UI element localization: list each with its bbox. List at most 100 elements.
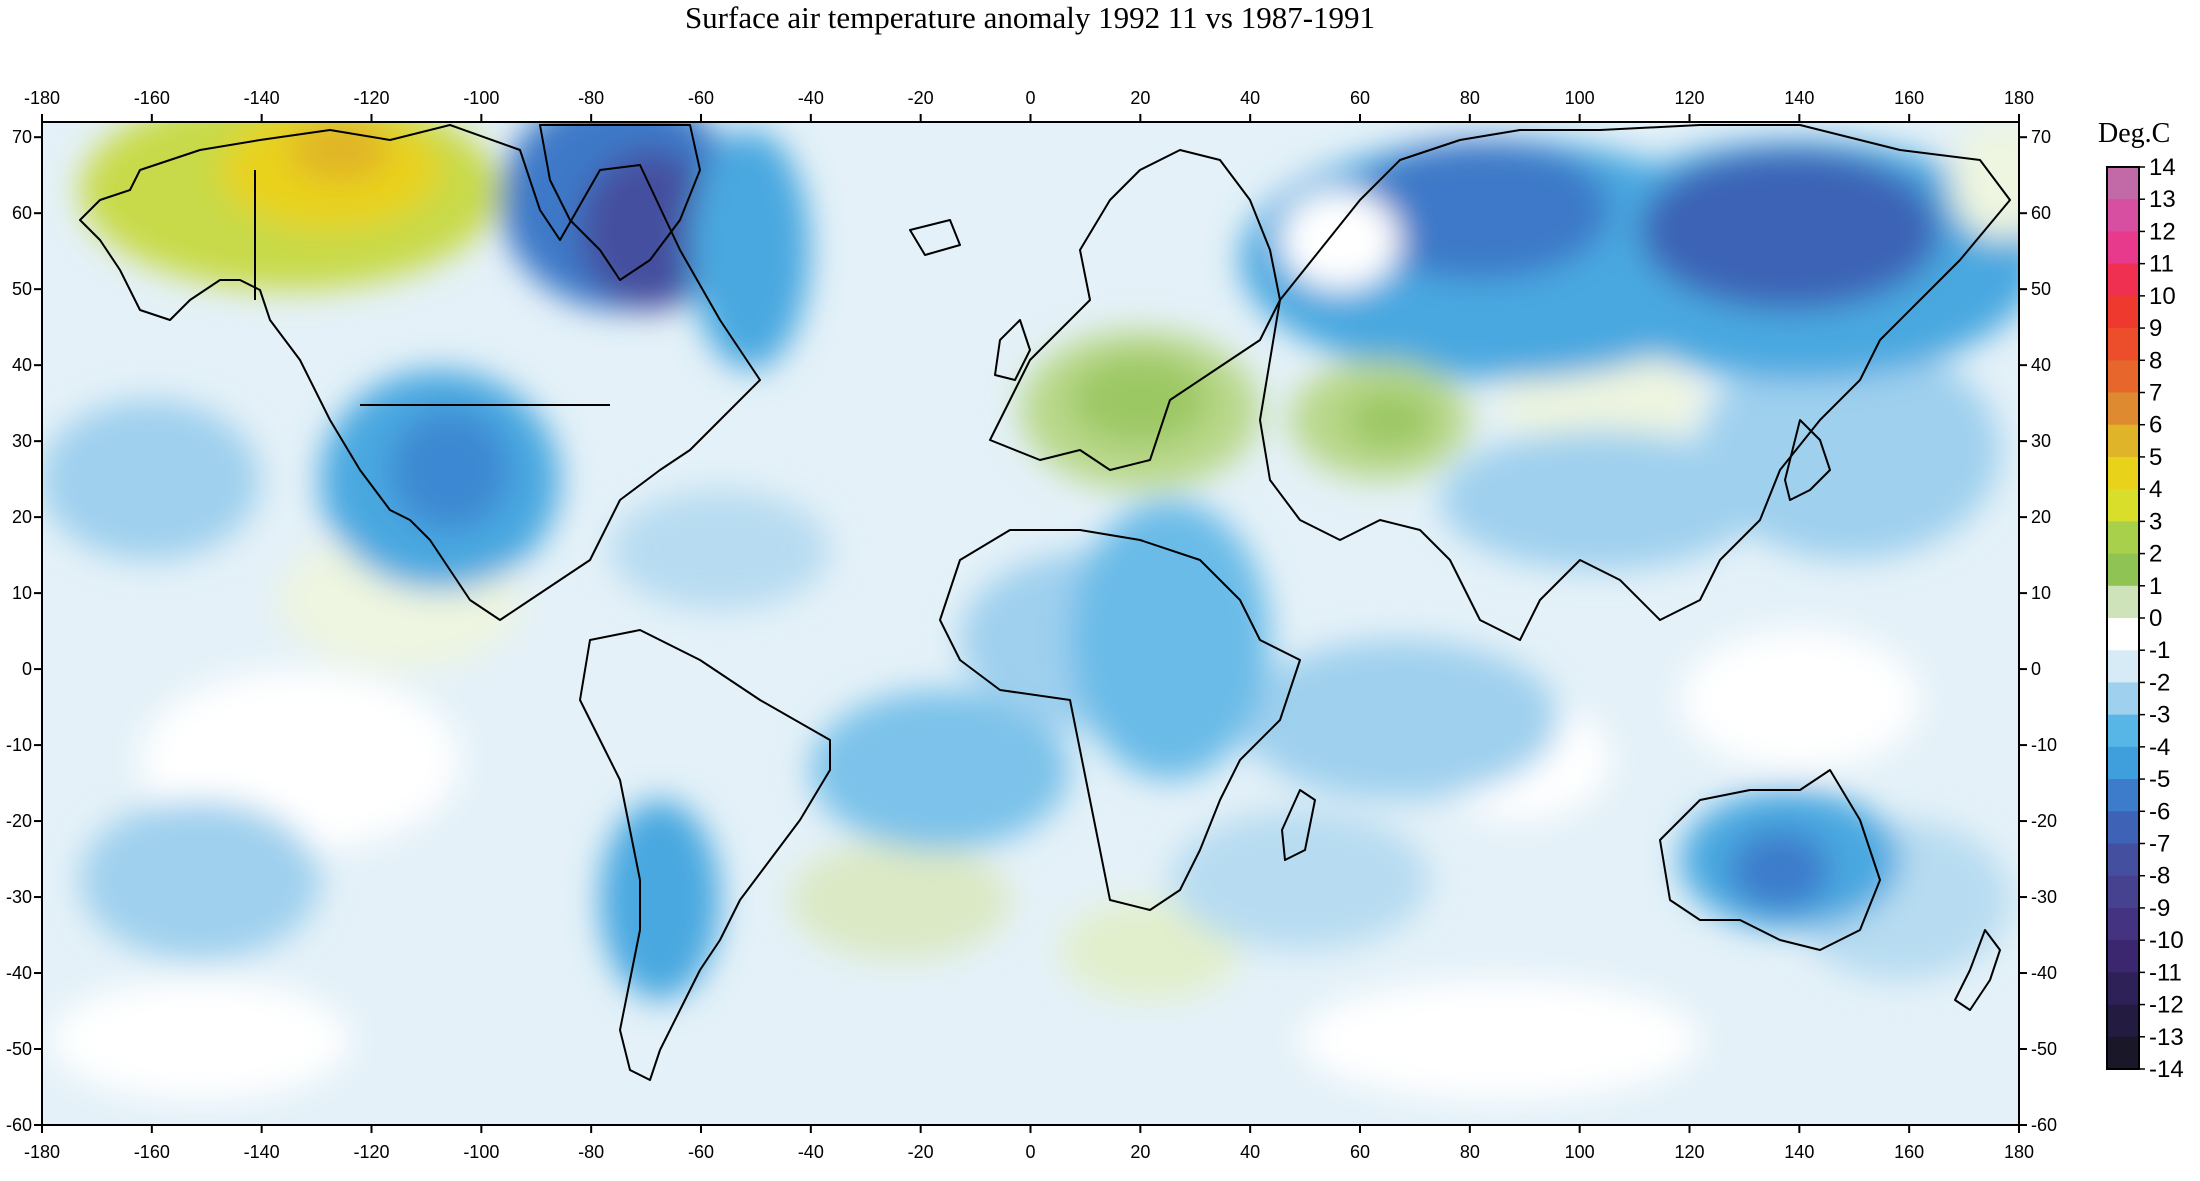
colorbar-label: 0	[2149, 605, 2162, 632]
x-tick-label-bottom: 80	[1460, 1142, 1480, 1162]
x-tick-label-top: 120	[1674, 88, 1704, 108]
x-tick-label-top: -60	[688, 88, 714, 108]
colorbar-swatch	[2107, 907, 2139, 941]
colorbar-swatch	[2107, 392, 2139, 426]
x-tick-label-top: -160	[134, 88, 170, 108]
australia-outline	[1659, 769, 1881, 951]
colorbar-swatch	[2107, 456, 2139, 490]
x-tick-label-bottom: 160	[1894, 1142, 1924, 1162]
colorbar-swatch	[2107, 972, 2139, 1006]
x-tick-label-top: 160	[1894, 88, 1924, 108]
colorbar-swatch	[2107, 553, 2139, 587]
colorbar-label: 2	[2149, 541, 2162, 568]
y-tick-label-left: -50	[6, 1039, 32, 1059]
colorbar-label: 3	[2149, 508, 2162, 535]
x-tick-label-top: -180	[24, 88, 60, 108]
colorbar-swatch	[2107, 618, 2139, 651]
colorbar-swatch	[2107, 746, 2139, 780]
colorbar-swatch	[2107, 585, 2139, 619]
x-tick-label-top: 0	[1025, 88, 1035, 108]
y-tick-label-right: -50	[2031, 1039, 2057, 1059]
y-tick-label-right: -20	[2031, 811, 2057, 831]
x-tick-label-top: 140	[1784, 88, 1814, 108]
colorbar-label: 10	[2149, 283, 2176, 310]
japan-outline	[1784, 419, 1831, 501]
colorbar-swatch	[2107, 1004, 2139, 1038]
colorbar-swatch	[2107, 875, 2139, 909]
colorbar-label: -9	[2149, 895, 2170, 922]
colorbar-title: Deg.C	[2098, 118, 2171, 149]
x-tick-label-top: -40	[798, 88, 824, 108]
colorbar-label: -13	[2149, 1024, 2184, 1051]
colorbar-label: -3	[2149, 702, 2170, 729]
colorbar-swatch	[2107, 714, 2139, 748]
colorbar-swatch	[2107, 521, 2139, 555]
x-tick-label-bottom: -20	[908, 1142, 934, 1162]
y-tick-label-left: 70	[12, 127, 32, 147]
uk-outline	[994, 319, 1031, 381]
x-tick-label-top: 60	[1350, 88, 1370, 108]
north-america-outline	[79, 124, 761, 621]
colorbar-label: -12	[2149, 992, 2184, 1019]
x-tick-label-bottom: 180	[2004, 1142, 2034, 1162]
y-tick-label-right: -40	[2031, 963, 2057, 983]
y-tick-label-left: -20	[6, 811, 32, 831]
new-zealand-outline	[1954, 929, 2001, 1011]
colorbar-swatch	[2107, 650, 2139, 684]
x-tick-label-bottom: -60	[688, 1142, 714, 1162]
x-tick-label-top: 40	[1240, 88, 1260, 108]
colorbar-label: 14	[2149, 154, 2176, 181]
colorbar-label: 13	[2149, 186, 2176, 213]
x-tick-label-bottom: 140	[1784, 1142, 1814, 1162]
x-tick-label-bottom: -160	[134, 1142, 170, 1162]
colorbar-swatch	[2107, 1036, 2139, 1070]
colorbar-swatch	[2107, 682, 2139, 716]
y-tick-label-left: 50	[12, 279, 32, 299]
colorbar-swatch	[2107, 360, 2139, 394]
x-tick-label-top: 180	[2004, 88, 2034, 108]
x-tick-label-bottom: 60	[1350, 1142, 1370, 1162]
colorbar-label: -4	[2149, 734, 2170, 761]
colorbar-label: -5	[2149, 766, 2170, 793]
colorbar-label: -7	[2149, 831, 2170, 858]
y-tick-label-right: 10	[2031, 583, 2051, 603]
x-tick-label-bottom: 120	[1674, 1142, 1704, 1162]
iceland-outline	[909, 219, 961, 256]
x-tick-label-top: -120	[353, 88, 389, 108]
colorbar-swatch	[2107, 843, 2139, 877]
x-tick-label-top: 100	[1565, 88, 1595, 108]
y-tick-label-right: -10	[2031, 735, 2057, 755]
x-tick-label-top: -80	[578, 88, 604, 108]
x-tick-label-top: -20	[908, 88, 934, 108]
y-tick-label-right: 70	[2031, 127, 2051, 147]
europe-outline	[989, 149, 1281, 471]
madagascar-outline	[1281, 789, 1316, 861]
colorbar-swatch	[2107, 167, 2139, 200]
x-tick-label-bottom: 100	[1565, 1142, 1595, 1162]
x-tick-label-bottom: -100	[463, 1142, 499, 1162]
x-tick-label-bottom: -120	[353, 1142, 389, 1162]
x-tick-label-bottom: 40	[1240, 1142, 1260, 1162]
colorbar-label: -8	[2149, 863, 2170, 890]
y-tick-label-left: 40	[12, 355, 32, 375]
colorbar-swatch	[2107, 424, 2139, 458]
y-tick-label-right: -30	[2031, 887, 2057, 907]
anomaly-field	[42, 122, 2019, 1125]
asia-outline	[1259, 124, 2011, 641]
colorbar-swatch	[2107, 263, 2139, 297]
x-tick-label-bottom: -40	[798, 1142, 824, 1162]
colorbar-label: -14	[2149, 1056, 2184, 1083]
y-tick-label-right: -60	[2031, 1115, 2057, 1135]
y-tick-label-left: -30	[6, 887, 32, 907]
colorbar-label: -10	[2149, 927, 2184, 954]
y-tick-label-right: 50	[2031, 279, 2051, 299]
colorbar-label: 5	[2149, 444, 2162, 471]
colorbar-swatch	[2107, 779, 2139, 812]
colorbar-swatch	[2107, 295, 2139, 329]
y-tick-label-right: 60	[2031, 203, 2051, 223]
colorbar-swatch	[2107, 940, 2139, 973]
colorbar-swatch	[2107, 489, 2139, 522]
y-tick-label-left: 20	[12, 507, 32, 527]
x-tick-label-top: 80	[1460, 88, 1480, 108]
